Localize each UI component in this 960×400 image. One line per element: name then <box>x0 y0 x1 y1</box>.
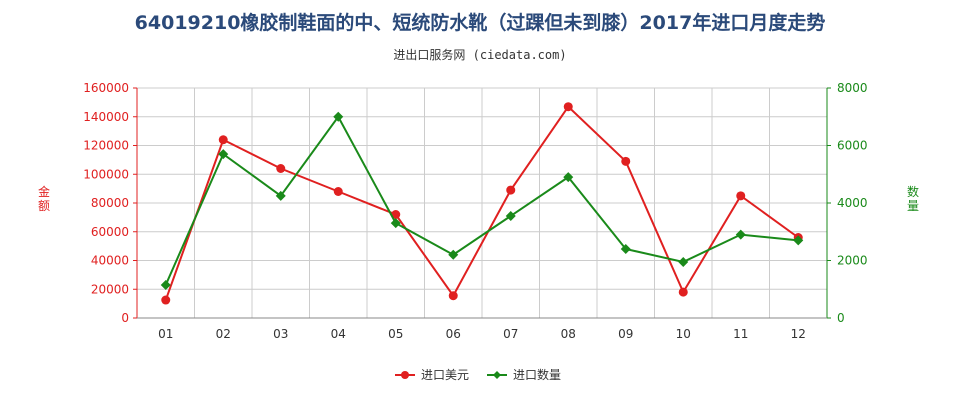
series-point <box>218 149 229 160</box>
x-tick-label: 09 <box>618 327 633 341</box>
y-right-axis-title: 数量 <box>907 184 919 213</box>
legend-swatch-marker <box>401 371 409 379</box>
y-right-tick-label: 2000 <box>837 254 868 268</box>
x-tick-label: 05 <box>388 327 403 341</box>
series-point <box>505 210 516 221</box>
series-point <box>161 295 171 305</box>
x-tick-label: 07 <box>503 327 518 341</box>
series-line <box>164 114 799 286</box>
legend-label: 进口数量 <box>513 367 561 382</box>
y-right-tick-label: 6000 <box>837 139 868 153</box>
series-point <box>678 287 688 297</box>
series-point <box>160 279 171 290</box>
series-point <box>793 235 804 246</box>
grid-lines <box>136 87 828 319</box>
y-left-tick-label: 20000 <box>91 282 129 296</box>
series-point <box>391 210 401 219</box>
legend: 进口美元 进口数量 <box>395 367 561 382</box>
series-point <box>736 191 746 201</box>
x-tick-label: 11 <box>733 327 748 341</box>
x-tick-label: 01 <box>158 327 173 341</box>
series-point <box>333 187 343 196</box>
series-line <box>164 105 799 301</box>
axes: 0200004000060000800001000001200001400001… <box>38 81 919 341</box>
y-left-tick-label: 140000 <box>83 110 129 124</box>
legend-swatch-marker <box>493 371 501 379</box>
series-point <box>735 229 746 240</box>
y-left-tick-label: 80000 <box>91 196 129 210</box>
series-point <box>275 190 286 201</box>
series-point <box>218 135 228 145</box>
series-point <box>333 111 344 122</box>
y-left-tick-label: 40000 <box>91 254 129 268</box>
series-group <box>160 102 804 305</box>
y-left-tick-label: 100000 <box>83 167 129 181</box>
chart-subtitle: 进出口服务网 (ciedata.com) <box>393 48 567 62</box>
series-point <box>563 172 574 183</box>
y-left-tick-label: 120000 <box>83 139 129 153</box>
series-point <box>276 164 286 173</box>
y-left-tick-label: 0 <box>121 311 129 325</box>
y-left-axis-title: 金额 <box>38 184 50 213</box>
legend-label: 进口美元 <box>421 368 469 382</box>
x-tick-label: 08 <box>561 327 576 341</box>
series-point <box>678 256 689 267</box>
series-point <box>563 102 573 112</box>
y-left-tick-label: 60000 <box>91 225 129 239</box>
series-point <box>390 218 401 229</box>
x-tick-label: 12 <box>791 327 806 341</box>
x-tick-label: 10 <box>676 327 691 341</box>
y-left-tick-label: 160000 <box>83 81 129 95</box>
x-tick-label: 04 <box>331 327 346 341</box>
series-point <box>448 249 459 260</box>
chart-title: 64019210橡胶制鞋面的中、短统防水靴（过踝但未到膝）2017年进口月度走势 <box>134 12 826 34</box>
series-point <box>620 244 631 254</box>
x-tick-label: 03 <box>273 327 288 341</box>
series-point <box>448 291 458 301</box>
x-tick-label: 02 <box>216 327 231 341</box>
y-right-tick-label: 4000 <box>837 196 868 210</box>
x-tick-label: 06 <box>446 327 461 341</box>
y-right-tick-label: 0 <box>837 311 845 325</box>
y-right-tick-label: 8000 <box>837 81 868 95</box>
series-point <box>621 156 631 166</box>
series-point <box>506 185 516 195</box>
